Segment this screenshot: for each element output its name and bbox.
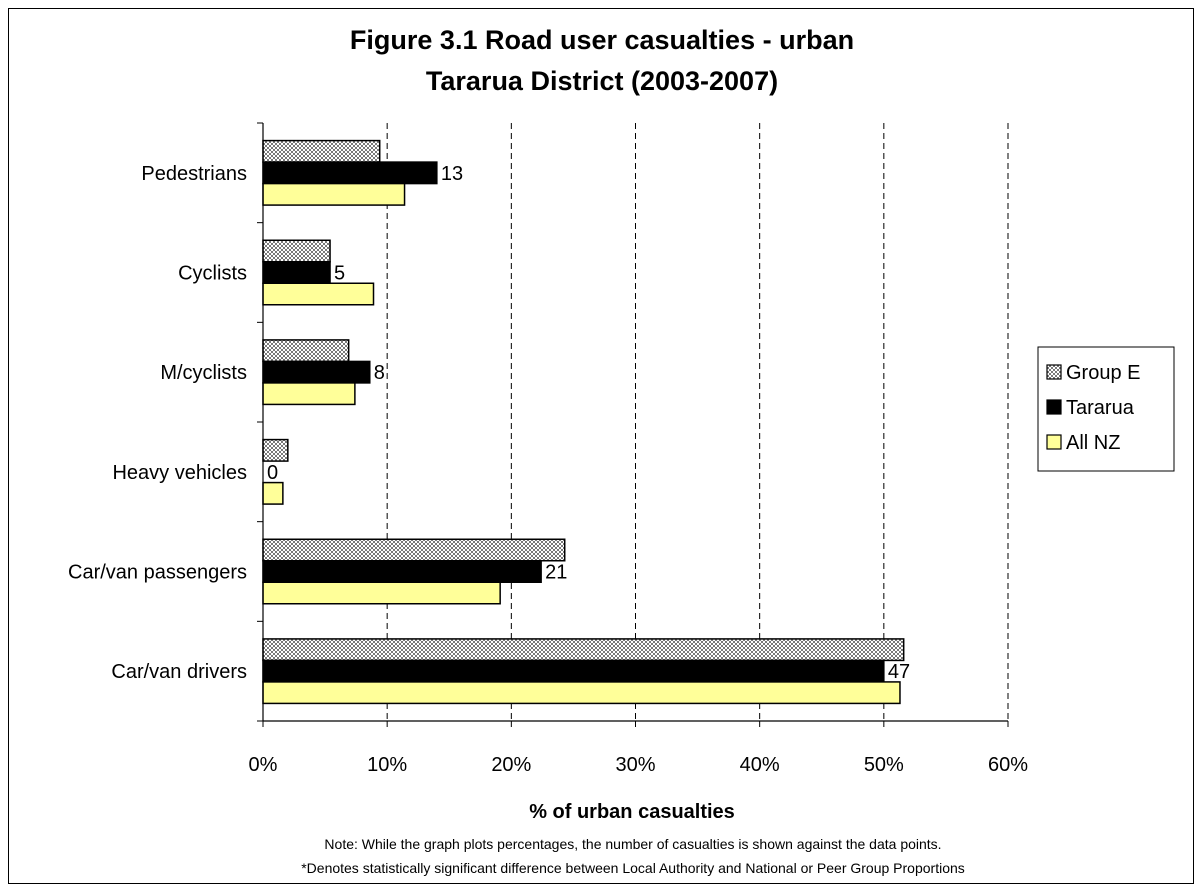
bar-chart: Figure 3.1 Road user casualties - urban … [68,25,1175,876]
gridlines [386,123,1009,721]
bar-tararua [262,659,885,683]
bar-group-e [262,239,331,263]
bar-group-e [262,339,350,363]
x-tick-label: 60% [988,754,1028,776]
x-tick-label: 10% [367,754,407,776]
bar-all-nz [262,282,375,306]
bar-tararua [262,161,438,185]
category-label: M/cyclists [160,362,247,384]
bar-all-nz [262,681,901,705]
legend-swatch [1046,434,1062,450]
x-tick-labels: 0% 10% 20% 30% 40% 50% 60% [249,754,1029,776]
category-labels: Pedestrians Cyclists M/cyclists Heavy vehic… [68,163,247,683]
note-line-1: Note: While the graph plots percentages,… [324,836,941,852]
category-label: Cyclists [178,263,247,285]
bar-tararua [262,261,331,284]
chart-title-line-1: Figure 3.1 Road user casualties - urban [350,25,854,55]
legend: Group E Tararua All NZ [1037,346,1175,472]
x-tick-label: 20% [491,754,531,776]
data-label: 47 [888,661,910,683]
bar-group-e [262,438,289,462]
bar-group-e [262,139,381,163]
data-labels: 13 5 8 0 21 47 [267,163,910,683]
bar-all-nz [262,481,284,505]
data-label: 5 [334,263,345,285]
bar-group-e [262,538,566,562]
x-tick-label: 50% [864,754,904,776]
bar-group-e [262,638,905,662]
bar-tararua [262,560,542,583]
category-label: Heavy vehicles [112,462,247,484]
legend-swatch [1046,399,1062,415]
chart-frame: Figure 3.1 Road user casualties - urban … [8,8,1194,884]
legend-label: Group E [1066,362,1140,384]
bar-all-nz [262,581,501,605]
category-label: Car/van drivers [111,661,247,683]
note-line-2: *Denotes statistically significant diffe… [301,860,965,876]
legend-label: All NZ [1066,432,1120,454]
data-label: 21 [545,562,567,584]
bar-tararua [262,360,371,384]
x-tick-label: 0% [249,754,278,776]
legend-swatch [1046,364,1062,380]
category-label: Car/van passengers [68,562,247,584]
bar-all-nz [262,382,356,406]
data-label: 0 [267,462,278,484]
data-label: 13 [441,163,463,185]
axes [257,122,1009,727]
x-tick-label: 30% [615,754,655,776]
data-label: 8 [374,362,385,384]
category-label: Pedestrians [141,163,247,185]
bar-all-nz [262,182,406,206]
chart-title-line-2: Tararua District (2003-2007) [426,66,778,96]
x-axis-label: % of urban casualties [529,801,735,823]
x-tick-label: 40% [740,754,780,776]
bars [262,139,905,705]
legend-label: Tararua [1066,397,1135,419]
